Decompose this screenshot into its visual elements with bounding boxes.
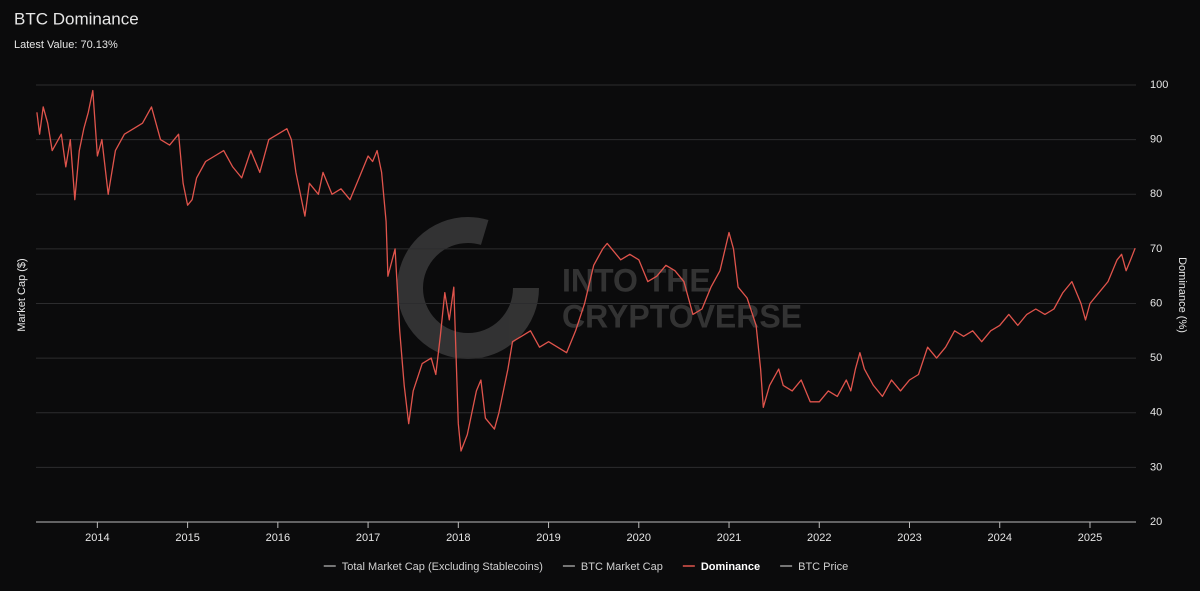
watermark-logo [397, 217, 539, 359]
legend-label: Dominance [701, 561, 760, 573]
y2-tick-label: 60 [1150, 297, 1162, 309]
x-tick-label: 2022 [807, 532, 831, 544]
x-tick-label: 2021 [717, 532, 741, 544]
x-tick-label: 2018 [446, 532, 470, 544]
watermark-text: INTO THE [562, 262, 711, 298]
y2-tick-label: 40 [1150, 407, 1162, 419]
chart-subtitle: Latest Value: 70.13% [14, 39, 118, 51]
x-tick-label: 2017 [356, 532, 380, 544]
legend: Total Market Cap (Excluding Stablecoins)… [323, 561, 848, 573]
legend-label: BTC Market Cap [581, 561, 663, 573]
x-tick-label: 2016 [266, 532, 290, 544]
legend-label: Total Market Cap (Excluding Stablecoins) [342, 561, 543, 573]
x-tick-label: 2023 [897, 532, 921, 544]
y2-tick-label: 70 [1150, 243, 1162, 255]
x-tick-label: 2024 [987, 532, 1011, 544]
x-tick-label: 2019 [536, 532, 560, 544]
legend-item[interactable]: Dominance [682, 561, 760, 573]
legend-item[interactable]: Total Market Cap (Excluding Stablecoins) [323, 561, 543, 573]
y2-tick-label: 20 [1150, 516, 1162, 528]
y2-tick-label: 30 [1150, 461, 1162, 473]
y2-tick-label: 80 [1150, 188, 1162, 200]
chart-title: BTC Dominance [14, 9, 139, 28]
y2-tick-label: 100 [1150, 79, 1168, 91]
x-tick-label: 2025 [1078, 532, 1102, 544]
y2-axis-label: Dominance (%) [1176, 257, 1188, 333]
legend-label: BTC Price [798, 561, 848, 573]
x-tick-label: 2015 [175, 532, 199, 544]
legend-item[interactable]: BTC Price [780, 561, 848, 573]
y2-tick-label: 50 [1150, 352, 1162, 364]
legend-item[interactable]: BTC Market Cap [562, 561, 663, 573]
x-tick-label: 2014 [85, 532, 109, 544]
y2-tick-label: 90 [1150, 134, 1162, 146]
x-tick-label: 2020 [627, 532, 651, 544]
y-axis-label: Market Cap ($) [16, 258, 28, 331]
watermark-text: CRYPTOVERSE [562, 298, 802, 334]
series-line [36, 89, 1136, 452]
watermark: INTO THE CRYPTOVERSE [397, 217, 802, 359]
